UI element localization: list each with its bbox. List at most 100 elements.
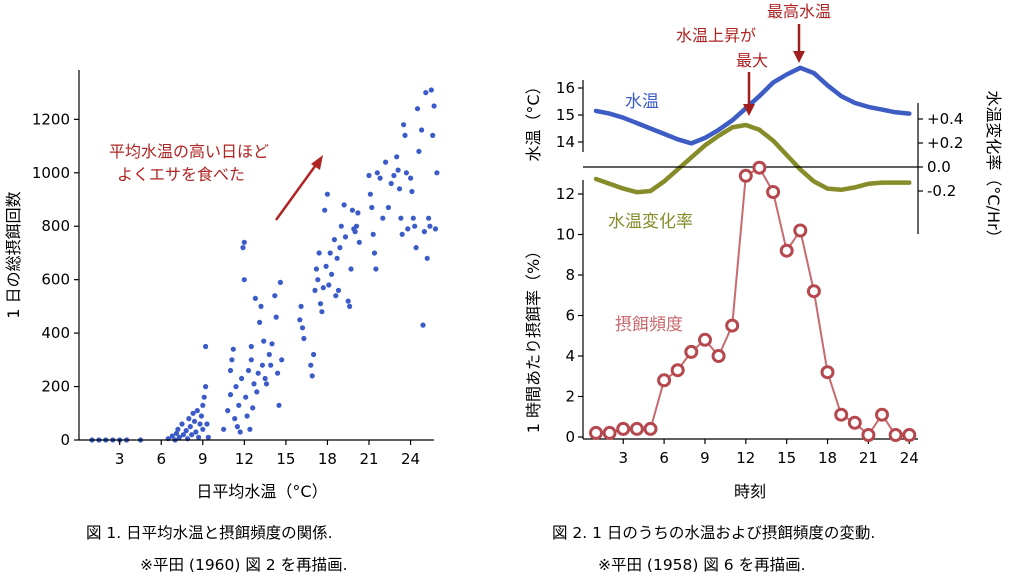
scatter-point bbox=[391, 172, 397, 179]
annotation-max-temp: 最高水温 bbox=[767, 2, 831, 21]
scatter-point bbox=[333, 293, 339, 299]
scatter-point bbox=[227, 367, 234, 374]
scatter-point bbox=[248, 357, 254, 363]
scatter-point bbox=[205, 434, 211, 440]
scatter-point bbox=[187, 424, 193, 430]
scatter-point bbox=[227, 392, 234, 398]
feeding-tick-label: 8 bbox=[565, 266, 575, 284]
scatter-point bbox=[348, 266, 354, 272]
feeding-marker bbox=[738, 168, 753, 183]
scatter-point bbox=[431, 103, 437, 109]
scatter-point bbox=[201, 394, 207, 400]
scatter-point bbox=[399, 231, 405, 237]
scatter-point bbox=[341, 202, 347, 208]
scatter-point bbox=[262, 375, 268, 382]
figure1-caption: 図 1. 日平均水温と摂餌頻度の関係. bbox=[86, 524, 333, 542]
scatter-point bbox=[200, 402, 206, 408]
scatter-point bbox=[337, 245, 343, 251]
scatter-point bbox=[176, 434, 182, 440]
rate-tick-label: -0.2 bbox=[927, 182, 956, 200]
y-tick-label: 1000 bbox=[32, 164, 70, 182]
scatter-point bbox=[366, 172, 372, 179]
feeding-marker bbox=[643, 421, 658, 436]
scatter-point bbox=[419, 127, 425, 133]
scatter-point bbox=[329, 271, 335, 277]
y-tick-label: 400 bbox=[41, 324, 70, 342]
scatter-point bbox=[203, 343, 209, 350]
scatter-point bbox=[312, 287, 318, 293]
scatter-point bbox=[353, 223, 360, 229]
feeding-marker bbox=[847, 415, 862, 430]
scatter-point bbox=[263, 381, 270, 387]
feeding-tick-label: 6 bbox=[565, 307, 575, 325]
series-line-0 bbox=[593, 65, 912, 146]
scatter-point bbox=[420, 322, 426, 328]
scatter-point bbox=[395, 167, 401, 173]
scatter-point bbox=[203, 384, 209, 390]
feeding-marker bbox=[834, 407, 849, 422]
scatter-point bbox=[233, 384, 239, 390]
scatter-point bbox=[237, 429, 243, 435]
scatter-point bbox=[413, 245, 419, 251]
scatter-point bbox=[320, 285, 326, 291]
rate-axis-label: 水温変化率（°C/Hr） bbox=[984, 90, 1003, 245]
scatter-point bbox=[255, 370, 261, 376]
scatter-point bbox=[245, 367, 252, 374]
scatter-point bbox=[323, 263, 329, 269]
scatter-point bbox=[248, 343, 254, 350]
scatter-point bbox=[338, 223, 344, 229]
scatter-point bbox=[432, 226, 439, 232]
scatter-point bbox=[414, 106, 421, 112]
y-axis-ticks: 0 200 400 600 800 1000 1200 bbox=[32, 110, 79, 449]
feeding-marker bbox=[875, 407, 889, 422]
scatter-point bbox=[385, 204, 391, 211]
scatter-point bbox=[370, 231, 376, 237]
feeding-marker bbox=[766, 185, 781, 199]
scatter-point bbox=[247, 426, 253, 432]
scatter-point bbox=[410, 215, 416, 221]
series-lines bbox=[593, 65, 912, 436]
x-tick-label: 15 bbox=[276, 450, 295, 468]
scatter-point bbox=[298, 303, 304, 309]
scatter-point bbox=[234, 424, 240, 430]
scatter-point bbox=[244, 413, 250, 419]
time-tick-label: 21 bbox=[859, 449, 878, 467]
feeding-tick-label: 0 bbox=[565, 428, 575, 446]
scatter-point bbox=[232, 416, 238, 422]
scatter-point bbox=[319, 309, 325, 315]
scatter-point bbox=[196, 434, 202, 440]
scatter-point bbox=[388, 180, 394, 187]
scatter-point bbox=[367, 191, 373, 197]
scatter-point bbox=[258, 303, 264, 309]
scatter-point bbox=[241, 277, 247, 283]
scatter-point bbox=[299, 325, 306, 331]
scatter-point bbox=[426, 215, 432, 221]
feeding-marker bbox=[657, 373, 672, 388]
scatter-point bbox=[268, 362, 274, 368]
scatter-point bbox=[301, 335, 307, 342]
figure2-source: ※平田 (1958) 図 6 を再描画. bbox=[598, 556, 806, 574]
scatter-point bbox=[191, 418, 198, 424]
scatter-point bbox=[394, 154, 400, 160]
scatter-point bbox=[334, 255, 340, 261]
scatter-point bbox=[423, 90, 429, 96]
scatter-point bbox=[229, 357, 235, 363]
scatter-point bbox=[183, 428, 189, 434]
time-tick-label: 6 bbox=[659, 449, 669, 467]
feeding-marker bbox=[698, 332, 712, 347]
scatter-point bbox=[252, 295, 258, 301]
scatter-point bbox=[356, 239, 362, 245]
annotation-line-1: 平均水温の高い日ほど bbox=[109, 142, 269, 161]
scatter-point bbox=[396, 186, 403, 192]
series-line-2 bbox=[595, 166, 911, 436]
scatter-point bbox=[331, 237, 337, 243]
feeding-marker bbox=[820, 365, 835, 380]
scatter-point bbox=[251, 381, 257, 387]
scatter-point bbox=[297, 317, 303, 323]
scatter-point bbox=[276, 402, 282, 408]
temp-tick-label: 16 bbox=[556, 79, 575, 97]
trend-arrow bbox=[274, 161, 320, 221]
feeding-marker bbox=[806, 284, 821, 299]
series-label-rate: 水温変化率 bbox=[608, 212, 693, 232]
